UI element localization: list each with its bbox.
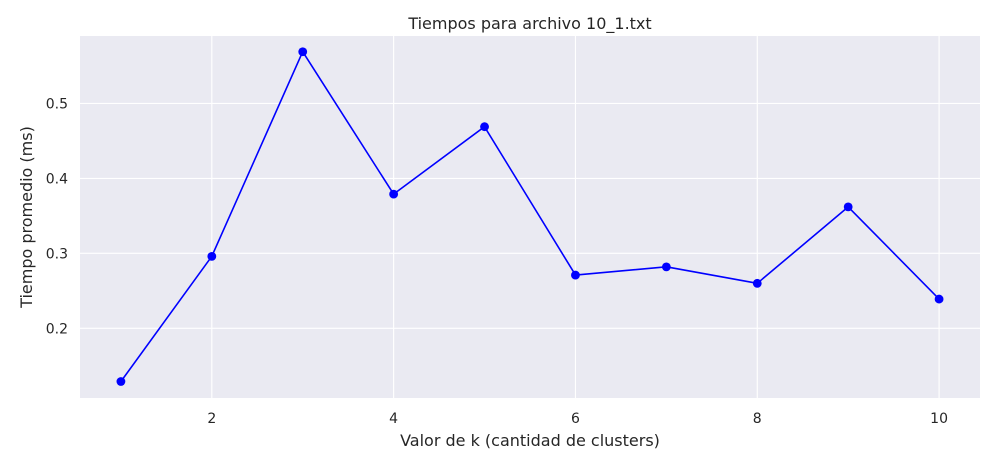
- data-point: [843, 202, 853, 212]
- y-axis-title: Tiempo promedio (ms): [17, 126, 36, 309]
- y-tick-label: 0.2: [46, 321, 68, 337]
- x-tick-label: 10: [930, 411, 948, 427]
- data-point: [934, 294, 944, 304]
- chart-title: Tiempos para archivo 10_1.txt: [407, 14, 651, 34]
- data-point: [298, 47, 308, 57]
- x-tick-label: 4: [389, 411, 398, 427]
- plot-area: [80, 36, 980, 398]
- x-tick-label: 2: [207, 411, 216, 427]
- data-point: [571, 270, 580, 280]
- series-layer: [116, 47, 944, 386]
- y-tick-label: 0.4: [46, 171, 68, 187]
- data-point: [480, 122, 489, 132]
- data-point: [661, 262, 671, 272]
- grid-lines: [80, 36, 980, 398]
- data-point: [752, 278, 762, 288]
- y-tick-label: 0.5: [46, 96, 68, 112]
- series-line: [120, 50, 940, 382]
- x-axis-title: Valor de k (cantidad de clusters): [400, 431, 660, 450]
- data-point: [207, 251, 217, 261]
- y-tick-label: 0.3: [46, 246, 68, 262]
- tick-labels: 2 4 6 8 10 0.2 0.3 0.4 0.5: [46, 96, 948, 427]
- x-tick-label: 8: [753, 411, 762, 427]
- x-tick-label: 6: [571, 411, 580, 427]
- data-point: [389, 189, 399, 199]
- data-point: [116, 377, 126, 386]
